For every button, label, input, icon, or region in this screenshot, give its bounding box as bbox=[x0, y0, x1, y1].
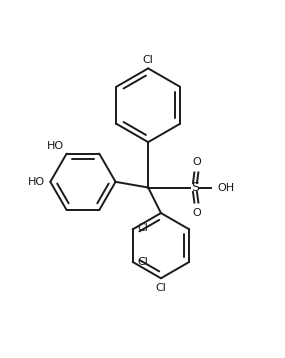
Text: HO: HO bbox=[28, 177, 45, 187]
Text: Cl: Cl bbox=[138, 223, 149, 233]
Text: O: O bbox=[192, 157, 201, 167]
Text: Cl: Cl bbox=[138, 257, 149, 267]
Text: O: O bbox=[192, 208, 201, 218]
Text: OH: OH bbox=[218, 183, 235, 193]
Text: Cl: Cl bbox=[143, 55, 154, 65]
Text: HO: HO bbox=[47, 141, 64, 151]
Text: S: S bbox=[191, 181, 199, 194]
Text: Cl: Cl bbox=[156, 284, 166, 293]
